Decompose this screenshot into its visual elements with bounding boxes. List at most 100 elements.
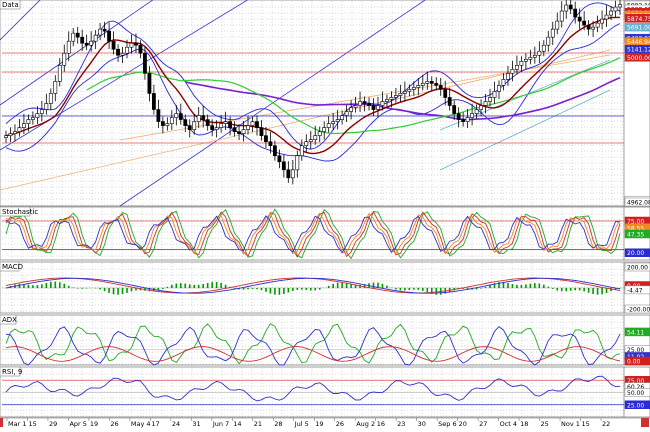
value-tag (624, 327, 650, 337)
value-tag-label: -200.00 (627, 307, 650, 314)
stochastic-panel-title-text: Stochastic (2, 208, 38, 216)
candle-body (559, 10, 564, 22)
x-axis-tick-label: 22 (602, 420, 610, 428)
candle-body (255, 121, 259, 128)
candle-body (143, 52, 147, 74)
candle-body (138, 44, 143, 54)
candle-body (349, 107, 353, 112)
candle-body (447, 97, 452, 106)
value-tag (624, 22, 650, 32)
value-tag (624, 197, 650, 207)
candle-body (232, 127, 237, 132)
panel-frame-stoch (0, 206, 650, 261)
main-price-panel[interactable] (0, 0, 624, 207)
candle-body (532, 54, 537, 58)
x-axis-tick-label: 31 (192, 420, 200, 428)
candle-body (506, 73, 510, 80)
x-axis-tick-label: May 4 (131, 420, 151, 428)
candle-body (497, 85, 501, 92)
value-tag-label: -4.47 (627, 287, 643, 294)
candle-body (48, 93, 53, 104)
candle-body (228, 121, 232, 128)
candle-body (98, 28, 103, 36)
candle-body (362, 101, 367, 104)
x-axis-tick-label: 26 (336, 420, 344, 428)
candle-body (219, 123, 224, 128)
stochastic-line (5, 212, 621, 255)
x-axis-tick-label: Apr 5 (69, 420, 86, 428)
candle-body (564, 4, 569, 12)
candle-body (510, 69, 515, 74)
adx-line (5, 346, 621, 362)
candle-body (537, 50, 542, 56)
value-tag-label: 4962.08 (627, 200, 650, 207)
candle-body (389, 97, 394, 100)
candle-body (39, 109, 44, 114)
candle-body (577, 16, 582, 22)
value-tag-label: 60.26 (627, 384, 644, 391)
left-scroll-icon[interactable] (0, 418, 3, 427)
x-axis-tick-label: Nov 1 (561, 420, 580, 428)
value-tag-label: 25.00 (627, 347, 644, 354)
candle-body (465, 117, 470, 122)
adx-panel[interactable] (2, 323, 624, 366)
value-tag (624, 388, 650, 397)
candle-body (407, 89, 412, 92)
candle-body (116, 48, 120, 56)
candle-body (268, 141, 273, 147)
rsi-panel[interactable] (2, 375, 624, 406)
candle-body (371, 105, 376, 110)
candle-body (187, 125, 192, 130)
candle-body (474, 109, 479, 114)
stochastic-panel[interactable] (2, 208, 624, 260)
candle-body (398, 93, 403, 96)
candle-body (178, 113, 183, 120)
candle-body (317, 131, 322, 136)
x-axis-tick-label: 15 (28, 420, 36, 428)
candle-body (174, 113, 179, 118)
candle-body (470, 113, 475, 118)
macd-panel[interactable] (2, 277, 624, 295)
candle-body (483, 101, 488, 106)
panel-frame-macd (0, 261, 650, 314)
value-tag-label: 5141.12 (627, 47, 650, 54)
candle-body (335, 119, 340, 122)
candle-body (165, 123, 170, 126)
candle-body (71, 32, 76, 42)
candle-body (264, 135, 268, 142)
rsi-panel-title-text: RSI, 9 (2, 368, 22, 376)
value-tag-label: 200.00 (627, 265, 648, 272)
trend-channel-line (439, 89, 611, 171)
candle-body (241, 129, 246, 134)
candle-body (290, 169, 295, 179)
x-axis-tick-label: 28 (274, 420, 282, 428)
bollinger-upper-band (5, 2, 621, 150)
candle-body (492, 91, 497, 98)
value-tag (624, 248, 650, 257)
candle-body (125, 46, 129, 54)
candle-body (237, 131, 241, 134)
candle-body (192, 121, 197, 130)
value-tag-label: 5000.00 (627, 55, 650, 62)
corner-scroll-icon[interactable] (641, 418, 649, 427)
candle-body (44, 103, 49, 110)
candle-body (452, 105, 457, 114)
x-axis-tick-label: 19 (90, 420, 98, 428)
candle-body (107, 30, 111, 42)
trend-channel-line (0, 0, 41, 41)
x-axis-tick-label: Aug 2 (356, 420, 375, 428)
candle-body (358, 101, 362, 106)
candle-body (609, 10, 613, 16)
candle-body (183, 119, 188, 126)
panel-grid-adx (2, 316, 624, 365)
candle-body (420, 83, 425, 86)
candle-body (214, 127, 219, 130)
candle-body (394, 95, 398, 98)
candle-body (429, 81, 434, 84)
candle-body (169, 117, 174, 124)
price-tags: 5982.105908.655870.065733.595874.755691.… (624, 0, 650, 409)
chart-corner-icons (0, 418, 649, 427)
x-axis-tick-label: Jul 5 (294, 420, 309, 428)
candle-body (331, 121, 336, 124)
